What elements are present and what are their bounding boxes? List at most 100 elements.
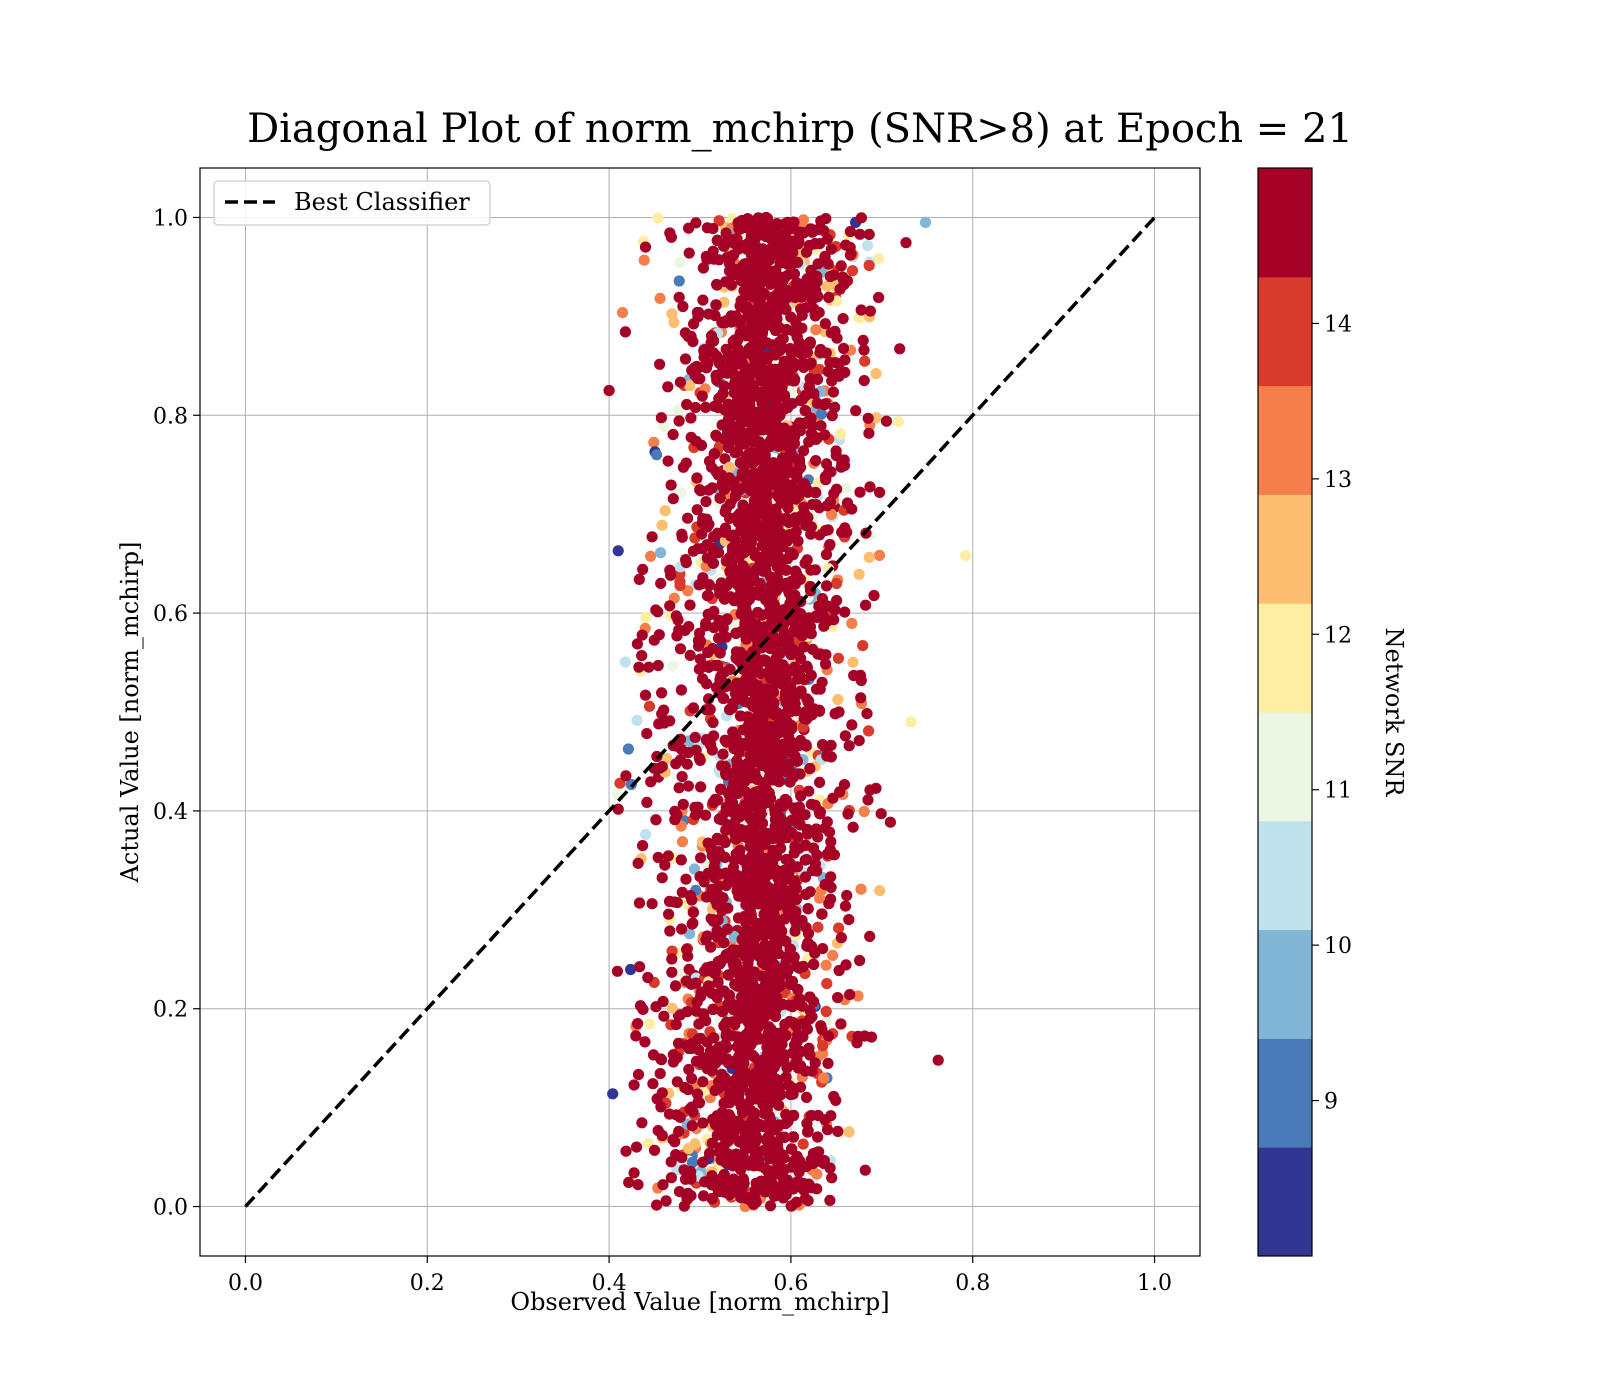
scatter-point — [693, 1097, 706, 1109]
scatter-point — [681, 943, 693, 956]
scatter-point — [663, 908, 675, 920]
scatter-point — [834, 283, 846, 295]
scatter-point — [825, 243, 837, 255]
scatter-point — [840, 959, 852, 971]
scatter-point — [701, 253, 713, 266]
scatter-point — [658, 1010, 670, 1022]
scatter-point — [673, 782, 685, 794]
scatter-point — [685, 1166, 697, 1178]
scatter-point — [700, 496, 712, 508]
scatter-point — [823, 898, 835, 910]
scatter-point — [706, 744, 718, 756]
scatter-point — [858, 344, 870, 356]
scatter-point — [875, 808, 887, 820]
scatter-point — [667, 493, 679, 505]
scatter-point — [669, 814, 681, 826]
scatter-point — [821, 978, 833, 990]
scatter-point — [664, 600, 676, 612]
scatter-point — [693, 640, 705, 652]
scatter-point — [612, 545, 624, 557]
scatter-point — [719, 522, 732, 534]
scatter-point — [756, 539, 768, 552]
scatter-point — [672, 1037, 685, 1049]
scatter-point — [835, 932, 848, 944]
scatter-point — [830, 450, 842, 462]
scatter-point — [697, 294, 709, 306]
scatter-point — [707, 223, 719, 235]
scatter-point — [832, 652, 845, 664]
scatter-point — [815, 1020, 827, 1032]
scatter-point — [844, 225, 857, 238]
scatter-point — [674, 376, 687, 388]
scatter-point — [701, 539, 713, 551]
scatter-point — [828, 269, 840, 281]
scatter-point — [859, 355, 871, 367]
scatter-point — [720, 824, 732, 836]
scatter-point — [880, 415, 893, 427]
scatter-point — [662, 455, 674, 467]
scatter-point — [786, 814, 798, 826]
scatter-point — [697, 262, 710, 274]
scatter-point — [686, 1073, 698, 1085]
scatter-point — [808, 303, 821, 315]
scatter-point — [684, 599, 696, 611]
scatter-point — [707, 716, 719, 729]
scatter-point — [693, 1044, 705, 1056]
scatter-point — [701, 590, 714, 602]
scatter-point — [855, 692, 867, 704]
scatter-point — [863, 551, 875, 564]
scatter-point — [863, 427, 875, 439]
scatter-point — [839, 900, 852, 912]
scatter-point — [616, 307, 629, 319]
scatter-point — [650, 604, 662, 616]
scatter-point — [854, 228, 866, 240]
scatter-point — [798, 445, 810, 457]
scatter-point — [704, 1147, 716, 1159]
scatter-point — [636, 1117, 648, 1129]
scatter-point — [631, 638, 644, 650]
scatter-point — [819, 471, 832, 483]
scatter-point — [700, 934, 712, 946]
scatter-point — [695, 439, 708, 451]
scatter-point — [822, 524, 834, 536]
scatter-point — [666, 308, 678, 320]
scatter-point — [706, 1065, 718, 1077]
scatter-point — [671, 1076, 683, 1088]
scatter-point — [676, 531, 688, 543]
scatter-point — [825, 508, 838, 520]
scatter-point — [719, 836, 731, 849]
scatter-point — [823, 291, 835, 303]
scatter-point — [810, 324, 822, 336]
scatter-point — [870, 412, 882, 424]
scatter-point — [632, 1018, 644, 1030]
scatter-point — [640, 828, 652, 841]
scatter-point — [797, 214, 810, 226]
scatter-point — [843, 1126, 855, 1138]
scatter-point — [812, 258, 824, 270]
scatter-point — [687, 545, 700, 557]
scatter-point — [826, 410, 838, 422]
scatter-point — [691, 504, 703, 516]
scatter-point — [673, 291, 685, 303]
grid — [200, 168, 1200, 1256]
scatter-point — [847, 821, 859, 833]
scatter-point — [863, 228, 875, 240]
scatter-point — [642, 971, 654, 984]
scatter-point — [660, 1195, 672, 1207]
scatter-point — [827, 386, 840, 398]
scatter-point — [825, 836, 837, 848]
scatter-point — [656, 872, 668, 884]
scatter-point — [620, 770, 632, 782]
scatter-point — [872, 253, 885, 265]
scatter-point — [680, 457, 692, 469]
scatter-point — [835, 260, 847, 272]
scatter-point — [864, 481, 876, 493]
scatter-point — [708, 1032, 720, 1044]
scatter-point — [764, 1200, 777, 1212]
scatter-point — [693, 1018, 705, 1030]
scatter-point — [693, 579, 705, 591]
scatter-point — [692, 1088, 704, 1100]
scatter-point — [628, 1079, 640, 1091]
scatter-point — [835, 1018, 847, 1030]
scatter-point — [666, 953, 678, 965]
